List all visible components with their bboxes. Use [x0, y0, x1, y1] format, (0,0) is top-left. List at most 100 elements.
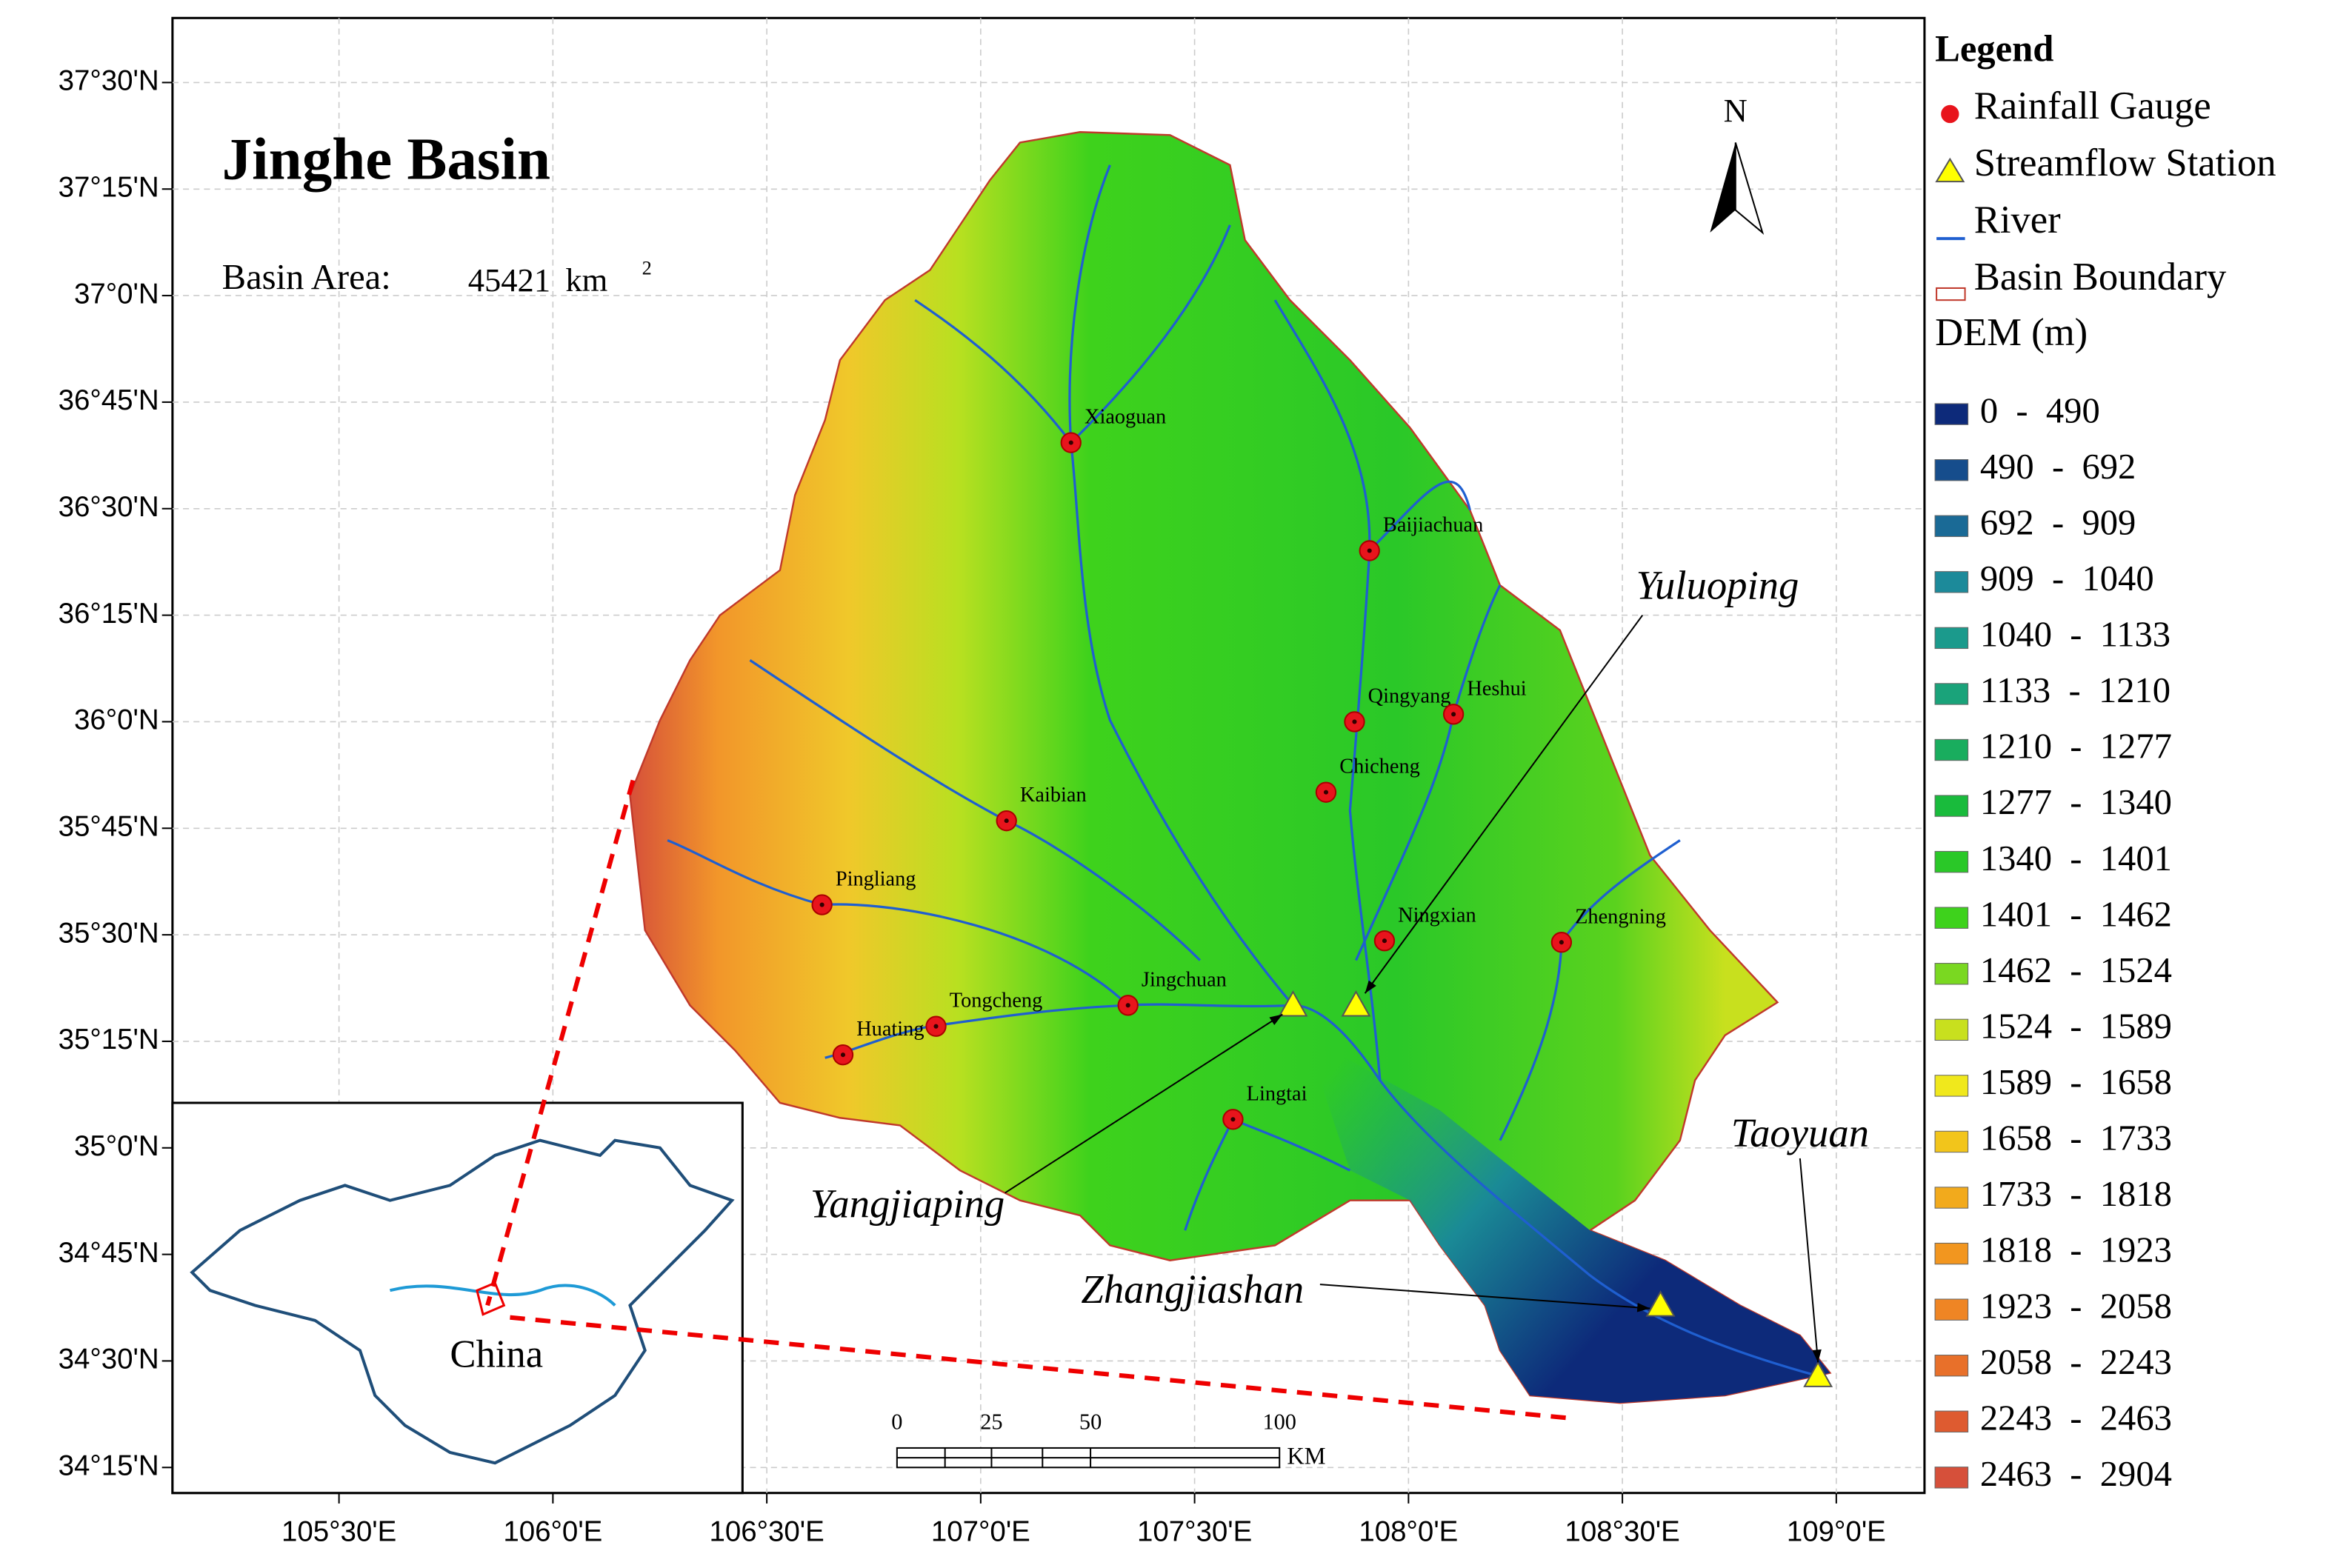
dem-swatch — [1934, 1298, 1969, 1321]
streamflow-station — [1645, 1290, 1676, 1317]
area-unit-sup: 2 — [642, 258, 652, 279]
gauge-label: Heshui — [1467, 677, 1526, 700]
inset-connector — [485, 779, 1568, 1421]
dem-label: 2243 - 2463 — [1980, 1398, 2172, 1438]
lat-tick-label: 34°15'N — [59, 1449, 159, 1481]
scale-tick-label: 100 — [1262, 1409, 1296, 1434]
gauge-label: Chicheng — [1339, 755, 1420, 778]
gauge-label: Pingliang — [836, 868, 916, 891]
legend-label: Basin Boundary — [1974, 256, 2227, 298]
gauge-label: Xiaoguan — [1085, 406, 1166, 429]
lat-tick-label: 35°15'N — [59, 1024, 159, 1055]
lon-tick-label: 105°30'E — [281, 1516, 396, 1548]
inset-river — [389, 1284, 616, 1307]
gauge-dot — [1352, 719, 1357, 724]
scale-tick-label: 0 — [891, 1409, 902, 1434]
gauge-dot — [819, 902, 824, 907]
station-arrow — [1799, 1158, 1819, 1363]
legend-label: River — [1974, 198, 2061, 241]
river — [914, 224, 1471, 552]
dem-label: 1589 - 1658 — [1980, 1062, 2172, 1102]
arrow-head — [1636, 1303, 1650, 1312]
station-label: Yangjiaping — [810, 1181, 1005, 1226]
legend-label: Rainfall Gauge — [1974, 84, 2211, 127]
arrow-head — [1812, 1349, 1822, 1363]
gauge-label: Jingchuan — [1142, 968, 1227, 991]
gauge-label: Qingyang — [1368, 685, 1451, 708]
gauge-label: Lingtai — [1247, 1082, 1307, 1105]
dem-swatch — [1934, 1187, 1969, 1209]
gauge-dot — [1004, 818, 1009, 824]
area-value: 45421 — [468, 261, 550, 298]
dem-swatch — [1934, 1018, 1969, 1041]
streamflow-station — [1341, 990, 1371, 1017]
gauge-dot — [933, 1024, 939, 1029]
dem-swatch — [1934, 1355, 1969, 1377]
lon-tick-label: 107°0'E — [931, 1516, 1030, 1548]
legend-title: Legend — [1935, 28, 2053, 70]
north-arrow-left — [1710, 142, 1736, 233]
streamflow-station — [1803, 1361, 1833, 1387]
dem-swatch — [1934, 1075, 1969, 1097]
dem-swatch — [1934, 963, 1969, 985]
lon-tick-label: 109°0'E — [1787, 1516, 1886, 1548]
dem-label: 490 - 692 — [1980, 447, 2136, 487]
north-arrow-right — [1734, 142, 1765, 235]
area-label: Basin Area: — [222, 257, 391, 297]
gauge-dot — [1125, 1003, 1130, 1008]
river — [667, 838, 1129, 1007]
dem-swatch — [1934, 795, 1969, 817]
dem-label: 1210 - 1277 — [1980, 727, 2172, 767]
dem-title: DEM (m) — [1935, 311, 2088, 354]
dem-label: 2463 - 2904 — [1980, 1454, 2172, 1494]
dem-label: 0 - 490 — [1980, 390, 2100, 430]
lat-tick-label: 36°45'N — [59, 384, 159, 416]
gauge-dot — [1559, 940, 1564, 945]
scale-tick-label: 25 — [980, 1409, 1002, 1434]
station-arrow — [1364, 614, 1644, 994]
dem-label: 1340 - 1401 — [1980, 838, 2172, 878]
scale-tick-label: 50 — [1079, 1409, 1102, 1434]
connector-line — [485, 779, 636, 1307]
dem-label: 1524 - 1589 — [1980, 1006, 2172, 1046]
lon-tick-label: 106°30'E — [709, 1516, 824, 1548]
map-title: Jinghe Basin — [222, 125, 550, 192]
arrow-head — [1365, 980, 1376, 994]
lowland — [1305, 1035, 1830, 1404]
lat-tick-label: 37°0'N — [74, 278, 159, 310]
station-label: Yuluoping — [1636, 563, 1799, 608]
north-label: N — [1724, 92, 1748, 129]
lat-tick-label: 36°30'N — [59, 491, 159, 523]
legend-symbol — [1941, 104, 1959, 124]
dem-swatch — [1934, 459, 1969, 481]
gauge-dot — [1323, 790, 1329, 795]
dem-swatch — [1934, 403, 1969, 425]
station-arrow — [1005, 1013, 1283, 1194]
dem-swatch — [1934, 627, 1969, 650]
north-arrow — [1710, 142, 1765, 235]
gauge-dot — [1230, 1117, 1236, 1122]
lat-tick-label: 36°0'N — [74, 704, 159, 736]
dem-swatch — [1934, 683, 1969, 705]
gauge-dot — [1382, 938, 1387, 944]
scale-unit: KM — [1287, 1444, 1325, 1470]
lat-tick-label: 37°30'N — [59, 65, 159, 97]
dem-swatch — [1934, 1242, 1969, 1265]
lat-tick-label: 34°45'N — [59, 1237, 159, 1269]
dem-label: 1818 - 1923 — [1980, 1230, 2172, 1270]
dem-swatch — [1934, 738, 1969, 761]
lat-tick-label: 36°15'N — [59, 598, 159, 630]
river — [1273, 299, 1382, 1081]
gauge-dot — [840, 1052, 846, 1058]
station-arrow — [1319, 1284, 1650, 1310]
dem-swatch — [1934, 907, 1969, 929]
map-frame — [171, 16, 1926, 1495]
dem-swatch — [1934, 1410, 1969, 1432]
dem-label: 2058 - 2243 — [1980, 1342, 2172, 1382]
dem-label: 1658 - 1733 — [1980, 1118, 2172, 1158]
lat-tick-label: 34°30'N — [59, 1344, 159, 1375]
overlay: 37°30'N 37°15'N 37°0'N 36°45'N 36°30'N 36°15'… — [59, 28, 2276, 1548]
dem-label: 1733 - 1818 — [1980, 1174, 2172, 1214]
inset-basin — [476, 1281, 506, 1316]
lon-tick-label: 106°0'E — [503, 1516, 602, 1548]
